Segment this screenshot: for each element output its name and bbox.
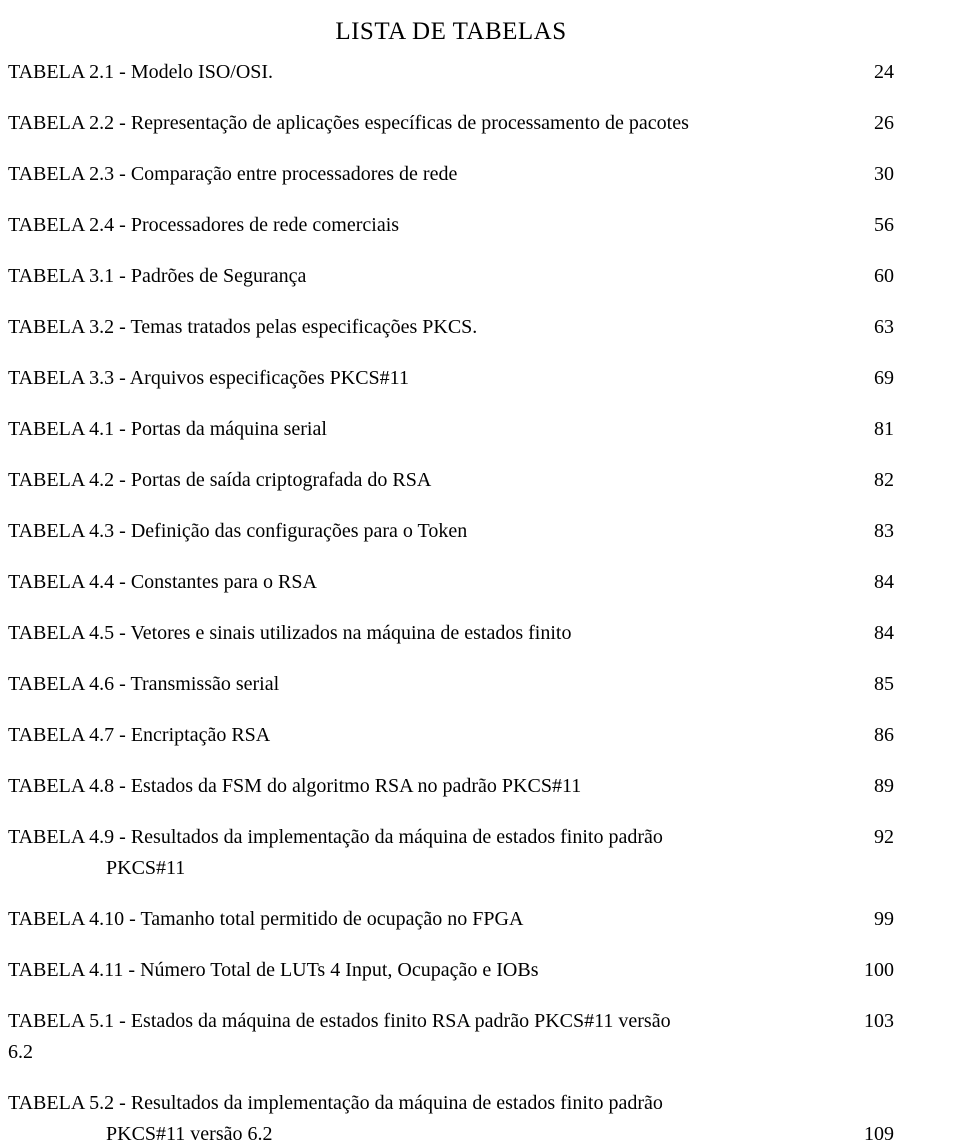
toc-entry: TABELA 2.1 - Modelo ISO/OSI. 24	[8, 60, 894, 85]
toc-entry-label: TABELA 4.2 - Portas de saída criptografa…	[8, 468, 852, 493]
toc-entry: TABELA 3.2 - Temas tratados pelas especi…	[8, 315, 894, 340]
toc-entry-text: TABELA 4.5 - Vetores e sinais utilizados…	[8, 622, 571, 644]
toc-entry-label: TABELA 4.1 - Portas da máquina serial	[8, 417, 852, 442]
toc-entry: TABELA 4.2 - Portas de saída criptografa…	[8, 468, 894, 493]
toc-entry-text: TABELA 2.2 - Representação de aplicações…	[8, 112, 689, 134]
toc-entry-page: 60	[852, 264, 894, 289]
toc-entry-label: TABELA 2.2 - Representação de aplicações…	[8, 111, 852, 136]
toc-entry: TABELA 2.4 - Processadores de rede comer…	[8, 213, 894, 238]
toc-entry: TABELA 4.10 - Tamanho total permitido de…	[8, 907, 894, 932]
toc-entry: TABELA 3.3 - Arquivos especificações PKC…	[8, 366, 894, 391]
toc-entry-page: 24	[852, 60, 894, 85]
toc-entry-label: TABELA 4.9 - Resultados da implementação…	[8, 825, 852, 881]
toc-entry-text: TABELA 3.3 - Arquivos especificações PKC…	[8, 367, 409, 389]
toc-entry-text: TABELA 4.7 - Encriptação RSA	[8, 724, 270, 746]
toc-entry-text: TABELA 4.9 - Resultados da implementação…	[8, 826, 663, 848]
table-of-contents: TABELA 2.1 - Modelo ISO/OSI. 24 TABELA 2.2…	[8, 60, 894, 1147]
list-heading: LISTA DE TABELAS	[8, 18, 894, 46]
toc-entry-page: 86	[852, 723, 894, 748]
toc-entry-label: TABELA 4.10 - Tamanho total permitido de…	[8, 907, 852, 932]
toc-entry-text: TABELA 2.3 - Comparação entre processado…	[8, 163, 457, 185]
toc-entry-text: TABELA 5.2 - Resultados da implementação…	[8, 1092, 663, 1114]
toc-entry-page: 82	[852, 468, 894, 493]
toc-entry-page: 81	[852, 417, 894, 442]
toc-entry-text: TABELA 5.1 - Estados da máquina de estad…	[8, 1010, 671, 1032]
toc-entry-label: TABELA 3.3 - Arquivos especificações PKC…	[8, 366, 852, 391]
page: LISTA DE TABELAS TABELA 2.1 - Modelo ISO…	[0, 0, 960, 1110]
toc-entry-text: TABELA 4.4 - Constantes para o RSA	[8, 571, 317, 593]
toc-entry: TABELA 2.3 - Comparação entre processado…	[8, 162, 894, 187]
toc-entry-continuation: 6.2	[8, 1040, 832, 1065]
toc-entry: TABELA 5.1 - Estados da máquina de estad…	[8, 1009, 894, 1065]
toc-entry-page: 84	[852, 621, 894, 646]
toc-entry-text: TABELA 3.2 - Temas tratados pelas especi…	[8, 316, 477, 338]
toc-entry-page: 85	[852, 672, 894, 697]
toc-entry: TABELA 2.2 - Representação de aplicações…	[8, 111, 894, 136]
toc-entry-label: TABELA 4.3 - Definição das configurações…	[8, 519, 852, 544]
toc-entry: TABELA 4.7 - Encriptação RSA 86	[8, 723, 894, 748]
toc-entry-continuation: PKCS#11 versão 6.2	[8, 1122, 832, 1147]
toc-entry: TABELA 4.3 - Definição das configurações…	[8, 519, 894, 544]
toc-entry: TABELA 4.6 - Transmissão serial 85	[8, 672, 894, 697]
toc-entry-label: TABELA 3.1 - Padrões de Segurança	[8, 264, 852, 289]
toc-entry-label: TABELA 4.11 - Número Total de LUTs 4 Inp…	[8, 958, 852, 983]
toc-entry-page: 56	[852, 213, 894, 238]
toc-entry-page: 100	[852, 958, 894, 983]
toc-entry-continuation: PKCS#11	[8, 856, 832, 881]
toc-entry: TABELA 4.1 - Portas da máquina serial 81	[8, 417, 894, 442]
toc-entry-page: 99	[852, 907, 894, 932]
toc-entry-text: TABELA 4.8 - Estados da FSM do algoritmo…	[8, 775, 581, 797]
toc-entry-text: TABELA 4.10 - Tamanho total permitido de…	[8, 908, 523, 930]
toc-entry-label: TABELA 5.2 - Resultados da implementação…	[8, 1091, 852, 1147]
toc-entry: TABELA 4.5 - Vetores e sinais utilizados…	[8, 621, 894, 646]
toc-entry-text: TABELA 4.2 - Portas de saída criptografa…	[8, 469, 431, 491]
toc-entry-label: TABELA 4.5 - Vetores e sinais utilizados…	[8, 621, 852, 646]
toc-entry-page: 83	[852, 519, 894, 544]
toc-entry-page: 30	[852, 162, 894, 187]
toc-entry-label: TABELA 5.1 - Estados da máquina de estad…	[8, 1009, 852, 1065]
toc-entry-label: TABELA 2.4 - Processadores de rede comer…	[8, 213, 852, 238]
toc-entry: TABELA 4.11 - Número Total de LUTs 4 Inp…	[8, 958, 894, 983]
toc-entry-label: TABELA 4.4 - Constantes para o RSA	[8, 570, 852, 595]
toc-entry: TABELA 4.9 - Resultados da implementação…	[8, 825, 894, 881]
toc-entry-label: TABELA 4.7 - Encriptação RSA	[8, 723, 852, 748]
toc-entry-page: 109	[852, 1096, 894, 1147]
toc-entry-page: 89	[852, 774, 894, 799]
toc-entry-text: TABELA 4.3 - Definição das configurações…	[8, 520, 467, 542]
toc-entry-label: TABELA 3.2 - Temas tratados pelas especi…	[8, 315, 852, 340]
toc-entry-page: 84	[852, 570, 894, 595]
toc-entry-text: TABELA 3.1 - Padrões de Segurança	[8, 265, 306, 287]
toc-entry-label: TABELA 2.3 - Comparação entre processado…	[8, 162, 852, 187]
toc-entry-text: TABELA 4.1 - Portas da máquina serial	[8, 418, 327, 440]
toc-entry: TABELA 4.8 - Estados da FSM do algoritmo…	[8, 774, 894, 799]
toc-entry-text: TABELA 2.4 - Processadores de rede comer…	[8, 214, 399, 236]
toc-entry-page: 69	[852, 366, 894, 391]
toc-entry: TABELA 4.4 - Constantes para o RSA 84	[8, 570, 894, 595]
toc-entry-text: TABELA 4.11 - Número Total de LUTs 4 Inp…	[8, 959, 539, 981]
toc-entry-label: TABELA 4.6 - Transmissão serial	[8, 672, 852, 697]
toc-entry-page: 26	[852, 111, 894, 136]
toc-entry-text: TABELA 2.1 - Modelo ISO/OSI.	[8, 61, 273, 83]
toc-entry-page: 92	[852, 825, 894, 850]
toc-entry: TABELA 5.2 - Resultados da implementação…	[8, 1091, 894, 1147]
toc-entry-page: 63	[852, 315, 894, 340]
toc-entry-label: TABELA 2.1 - Modelo ISO/OSI.	[8, 60, 852, 85]
toc-entry-page: 103	[852, 1009, 894, 1034]
toc-entry: TABELA 3.1 - Padrões de Segurança 60	[8, 264, 894, 289]
toc-entry-text: TABELA 4.6 - Transmissão serial	[8, 673, 279, 695]
toc-entry-label: TABELA 4.8 - Estados da FSM do algoritmo…	[8, 774, 852, 799]
